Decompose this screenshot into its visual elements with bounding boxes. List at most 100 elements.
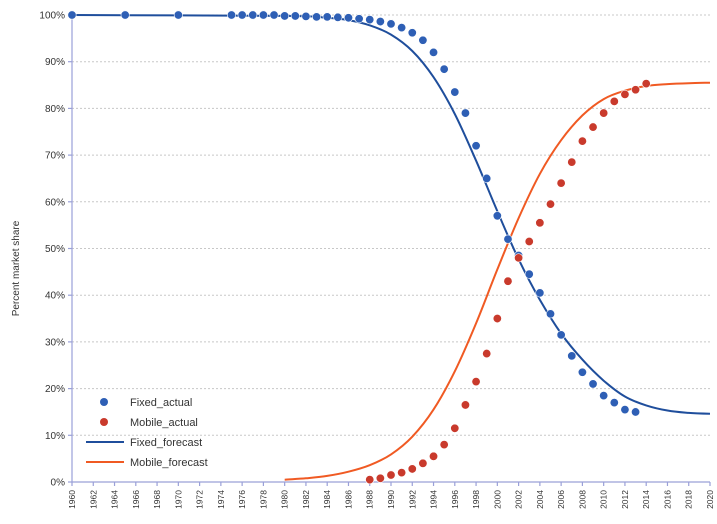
legend-label: Mobile_actual	[130, 417, 198, 429]
data-point-mobile-actual	[386, 470, 396, 480]
data-point-fixed-actual	[354, 14, 364, 24]
data-point-fixed-actual	[439, 64, 449, 74]
y-tick-label: 60%	[45, 197, 65, 208]
x-tick-label: 1996	[450, 490, 460, 509]
x-tick-label: 1962	[88, 490, 98, 509]
y-tick-label: 30%	[45, 337, 65, 348]
data-point-mobile-actual	[429, 451, 439, 461]
data-point-mobile-actual	[556, 178, 566, 188]
data-point-mobile-actual	[503, 276, 513, 286]
data-point-fixed-actual	[609, 398, 619, 408]
y-tick-label: 20%	[45, 384, 65, 395]
data-point-fixed-actual	[67, 10, 77, 20]
data-point-fixed-actual	[248, 10, 258, 20]
x-tick-label: 1968	[152, 490, 162, 509]
data-point-mobile-actual	[397, 468, 407, 478]
x-tick-label: 2012	[620, 490, 630, 509]
data-point-fixed-actual	[120, 10, 130, 20]
data-point-mobile-actual	[439, 440, 449, 450]
x-tick-label: 2002	[514, 490, 524, 509]
x-tick-label: 1964	[110, 490, 120, 509]
y-axis-label: Percent market share	[11, 220, 22, 316]
y-tick-label: 0%	[51, 478, 66, 489]
x-tick-label: 1990	[386, 490, 396, 509]
data-point-fixed-actual	[588, 379, 598, 389]
x-tick-label: 2004	[535, 490, 545, 509]
data-point-mobile-actual	[567, 157, 577, 167]
x-tick-label: 2018	[684, 490, 694, 509]
data-point-mobile-actual	[588, 122, 598, 132]
x-tick-label: 2008	[577, 490, 587, 509]
legend-marker	[100, 398, 108, 406]
x-tick-label: 2016	[662, 490, 672, 509]
data-point-mobile-actual	[524, 236, 534, 246]
data-point-mobile-actual	[577, 136, 587, 146]
data-point-fixed-actual	[290, 11, 300, 21]
data-point-fixed-actual	[322, 12, 332, 22]
data-point-fixed-actual	[375, 17, 385, 27]
x-tick-label: 2006	[556, 490, 566, 509]
x-tick-label: 1994	[429, 490, 439, 509]
x-tick-label: 1984	[322, 490, 332, 509]
series-line-mobile-forecast	[284, 81, 711, 481]
x-tick-label: 1972	[195, 490, 205, 509]
x-tick-label: 1976	[237, 490, 247, 509]
data-point-fixed-actual	[237, 10, 247, 20]
data-point-mobile-actual	[375, 473, 385, 483]
data-point-fixed-actual	[429, 47, 439, 57]
y-tick-label: 70%	[45, 151, 65, 162]
data-point-fixed-actual	[620, 405, 630, 415]
data-point-fixed-actual	[556, 330, 566, 340]
data-point-fixed-actual	[567, 351, 577, 361]
data-point-fixed-actual	[471, 141, 481, 151]
series-layer	[67, 10, 711, 485]
legend: Fixed_actual Mobile_actual Fixed_forecast M…	[86, 397, 208, 469]
x-tick-label: 1998	[471, 490, 481, 509]
x-tick-label: 1986	[343, 490, 353, 509]
data-point-mobile-actual	[641, 79, 651, 89]
data-point-mobile-actual	[620, 89, 630, 99]
x-tick-label: 2000	[492, 490, 502, 509]
y-tick-label: 10%	[45, 431, 65, 442]
data-point-fixed-actual	[407, 28, 417, 38]
x-tick-label: 1970	[173, 490, 183, 509]
series-line-fixed-forecast	[71, 14, 711, 415]
data-point-fixed-actual	[503, 234, 513, 244]
legend-marker	[100, 418, 108, 426]
y-tick-label: 40%	[45, 291, 65, 302]
data-point-mobile-actual	[450, 423, 460, 433]
data-point-mobile-actual	[599, 108, 609, 118]
data-point-mobile-actual	[365, 475, 375, 485]
legend-label: Mobile_forecast	[130, 457, 208, 469]
data-point-fixed-actual	[343, 13, 353, 23]
data-point-fixed-actual	[418, 35, 428, 45]
data-point-fixed-actual	[460, 108, 470, 118]
x-tick-label: 2010	[599, 490, 609, 509]
x-tick-label: 1980	[280, 490, 290, 509]
data-point-mobile-actual	[471, 377, 481, 387]
data-point-fixed-actual	[312, 12, 322, 22]
data-point-mobile-actual	[482, 349, 492, 359]
x-tick-label: 2020	[705, 490, 715, 509]
data-point-mobile-actual	[609, 96, 619, 106]
x-tick-label: 1966	[131, 490, 141, 509]
data-point-fixed-actual	[524, 269, 534, 279]
data-point-fixed-actual	[269, 10, 279, 20]
legend-label: Fixed_actual	[130, 397, 192, 409]
data-point-mobile-actual	[407, 464, 417, 474]
data-point-fixed-actual	[365, 15, 375, 25]
axis-layer: 0% 10% 20% 30% 40% 50% 60% 70% 80% 90% 100% 1960 196…	[39, 11, 715, 509]
data-point-mobile-actual	[460, 400, 470, 410]
x-tick-label: 1960	[67, 490, 77, 509]
data-point-fixed-actual	[599, 391, 609, 401]
data-point-fixed-actual	[545, 309, 555, 319]
x-tick-label: 1978	[258, 490, 268, 509]
data-point-fixed-actual	[397, 23, 407, 33]
data-point-fixed-actual	[333, 12, 343, 22]
y-tick-label: 50%	[45, 244, 65, 255]
x-tick-label: 1974	[216, 490, 226, 509]
data-point-fixed-actual	[386, 19, 396, 29]
x-tick-label: 1982	[301, 490, 311, 509]
data-point-fixed-actual	[577, 367, 587, 377]
y-tick-label: 100%	[39, 11, 65, 22]
